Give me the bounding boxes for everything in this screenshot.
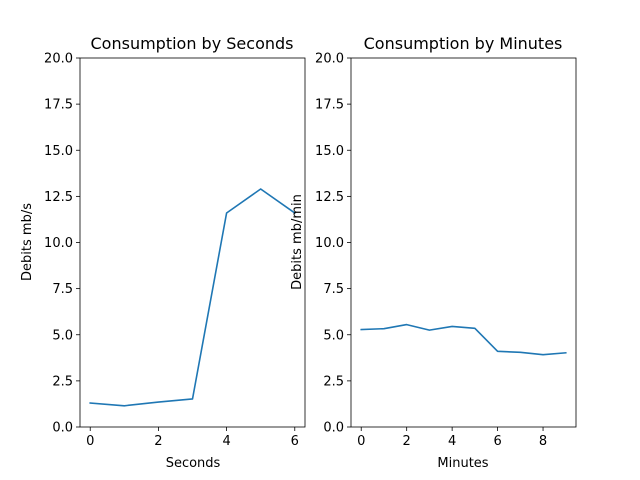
y-tick-label: 10.0 (315, 236, 344, 251)
x-tick-label: 0 (86, 434, 94, 449)
y-tick-label: 0.0 (52, 421, 73, 436)
y-tick-label: 20.0 (315, 52, 344, 67)
chart-panel-seconds: Consumption by Seconds Seconds Debits mb… (20, 34, 306, 471)
y-tick-label: 0.0 (323, 421, 344, 436)
x-tick-label: 4 (448, 434, 456, 449)
y-axis-label: Debits mb/min (290, 194, 305, 290)
y-tick-label: 5.0 (323, 328, 344, 343)
y-axis-label: Debits mb/s (20, 203, 35, 281)
y-tick-label: 5.0 (52, 328, 73, 343)
x-tick-label: 8 (539, 434, 547, 449)
x-tick-label: 2 (403, 434, 411, 449)
plot-frame (79, 57, 306, 428)
x-axis-label: Seconds (166, 456, 221, 471)
y-tick-label: 17.5 (44, 98, 73, 113)
y-tick-label: 7.5 (52, 282, 73, 297)
y-tick-label: 2.5 (323, 374, 344, 389)
x-tick-label: 6 (493, 434, 501, 449)
y-tick-label: 10.0 (44, 236, 73, 251)
chart-panel-minutes: Consumption by Minutes Minutes Debits mb… (290, 34, 577, 471)
x-tick-label: 0 (357, 434, 365, 449)
series-line (360, 323, 567, 356)
y-tick-label: 17.5 (315, 98, 344, 113)
chart-title: Consumption by Seconds (91, 34, 294, 53)
plot-frame (350, 57, 577, 428)
y-tick-label: 15.0 (44, 144, 73, 159)
x-tick-label: 6 (291, 434, 299, 449)
x-tick-label: 4 (222, 434, 230, 449)
chart-title: Consumption by Minutes (364, 34, 563, 53)
y-tick-label: 7.5 (323, 282, 344, 297)
y-tick-label: 20.0 (44, 52, 73, 67)
y-tick-label: 12.5 (44, 190, 73, 205)
y-tick-label: 2.5 (52, 374, 73, 389)
x-axis-label: Minutes (437, 456, 488, 471)
x-tick-label: 2 (154, 434, 162, 449)
y-tick-label: 15.0 (315, 144, 344, 159)
series-line (89, 188, 296, 407)
y-tick-label: 12.5 (315, 190, 344, 205)
